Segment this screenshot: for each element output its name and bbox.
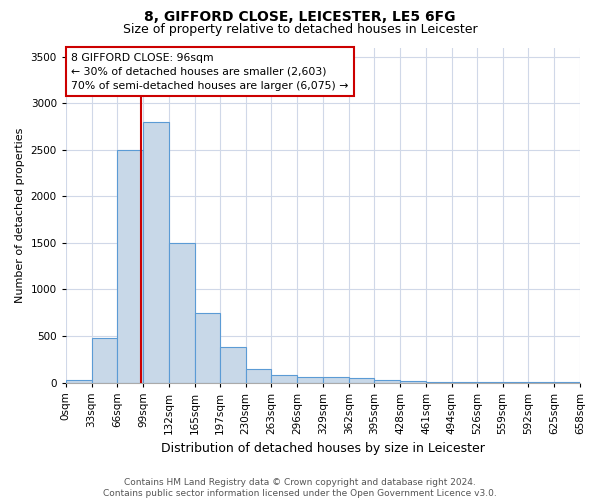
X-axis label: Distribution of detached houses by size in Leicester: Distribution of detached houses by size … bbox=[161, 442, 485, 455]
Bar bbox=[271, 375, 297, 382]
Bar bbox=[349, 378, 374, 382]
Text: 8, GIFFORD CLOSE, LEICESTER, LE5 6FG: 8, GIFFORD CLOSE, LEICESTER, LE5 6FG bbox=[144, 10, 456, 24]
Bar bbox=[374, 380, 400, 382]
Bar bbox=[118, 150, 143, 382]
Text: 8 GIFFORD CLOSE: 96sqm
← 30% of detached houses are smaller (2,603)
70% of semi-: 8 GIFFORD CLOSE: 96sqm ← 30% of detached… bbox=[71, 52, 349, 90]
Bar bbox=[66, 380, 92, 382]
Bar bbox=[220, 347, 245, 382]
Bar bbox=[245, 368, 271, 382]
Bar bbox=[143, 122, 169, 382]
Bar bbox=[92, 338, 118, 382]
Bar bbox=[323, 378, 349, 382]
Bar bbox=[169, 243, 195, 382]
Bar bbox=[297, 378, 323, 382]
Y-axis label: Number of detached properties: Number of detached properties bbox=[15, 128, 25, 302]
Bar bbox=[195, 312, 220, 382]
Text: Size of property relative to detached houses in Leicester: Size of property relative to detached ho… bbox=[122, 22, 478, 36]
Bar bbox=[400, 380, 426, 382]
Text: Contains HM Land Registry data © Crown copyright and database right 2024.
Contai: Contains HM Land Registry data © Crown c… bbox=[103, 478, 497, 498]
